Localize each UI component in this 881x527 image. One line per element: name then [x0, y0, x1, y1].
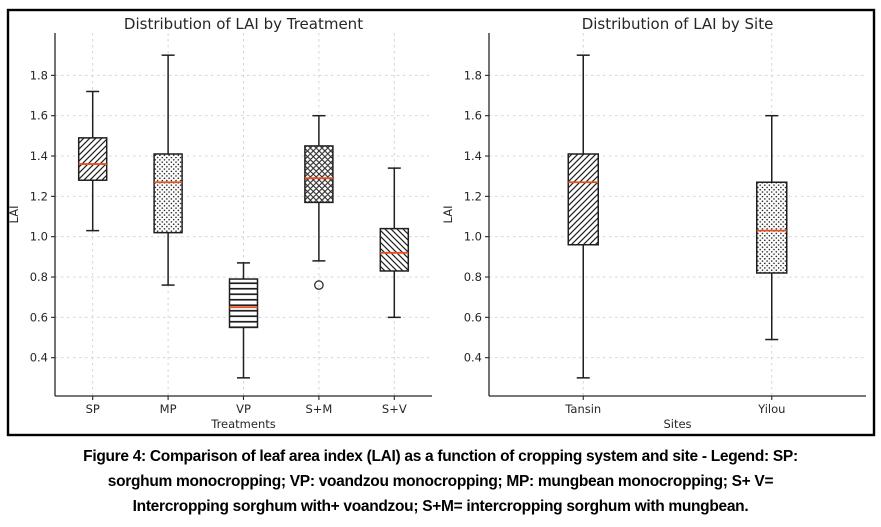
y-tick-label: 1.2	[30, 189, 48, 203]
plot-title: Distribution of LAI by Site	[582, 15, 774, 33]
caption-line-2: sorghum monocropping; VP: voandzou monoc…	[107, 473, 774, 490]
y-tick-label: 1.4	[30, 149, 48, 163]
category-label: VP	[236, 402, 251, 416]
category-label: S+V	[382, 402, 407, 416]
y-tick-label: 0.4	[464, 351, 482, 365]
y-tick-label: 1.6	[464, 109, 482, 123]
y-tick-label: 1.8	[464, 68, 482, 82]
y-tick-label: 1.4	[464, 149, 482, 163]
y-tick-label: 1.8	[30, 68, 48, 82]
y-tick-label: 0.8	[30, 270, 48, 284]
boxplot-Yilou	[756, 114, 788, 341]
lai-boxplots-figure: 0.4 0.6 0.8 1.0 1.2 1.4 1.6 1.8 SP MP VP S+M S+V Dist…	[6, 8, 876, 437]
y-tick-label: 0.6	[464, 310, 482, 324]
boxplot-Tansin	[567, 54, 599, 379]
boxplot-SP	[77, 90, 108, 232]
category-label: Yilou	[757, 402, 785, 416]
iqr-box	[756, 181, 788, 274]
y-tick-label: 1.0	[30, 230, 48, 244]
boxplot-VP	[228, 262, 259, 379]
caption-line-1: Figure 4: Comparison of leaf area index …	[83, 448, 798, 465]
site-boxplot: 0.4 0.6 0.8 1.0 1.2 1.4 1.6 1.8 Tansin Yilou Distr…	[441, 15, 866, 431]
y-tick-label: 0.4	[30, 351, 48, 365]
category-label: S+M	[305, 402, 332, 416]
boxplot-MP	[153, 54, 183, 286]
caption-line-3: Intercropping sorghum with+ voandzou; S+…	[132, 498, 749, 515]
x-axis-label: Treatments	[210, 417, 276, 431]
treatment-boxplot: 0.4 0.6 0.8 1.0 1.2 1.4 1.6 1.8 SP MP VP S+M S+V Dist…	[7, 15, 432, 431]
iqr-box	[304, 145, 334, 204]
boxplot-S+M	[304, 114, 334, 290]
boxplot-S+V	[379, 167, 410, 319]
y-tick-label: 0.6	[30, 310, 48, 324]
iqr-box	[228, 278, 259, 329]
x-axis-label: Sites	[663, 417, 691, 431]
iqr-box	[379, 227, 410, 272]
figure-caption: Figure 4: Comparison of leaf area index …	[0, 444, 881, 519]
category-label: Tansin	[564, 402, 601, 416]
y-tick-label: 1.6	[30, 109, 48, 123]
y-tick-label: 0.8	[464, 270, 482, 284]
y-axis-label: LAI	[7, 206, 21, 224]
figure-border	[6, 8, 876, 437]
y-axis-label: LAI	[441, 206, 455, 224]
iqr-box	[567, 153, 599, 246]
y-tick-label: 1.0	[464, 230, 482, 244]
plot-title: Distribution of LAI by Treatment	[124, 15, 363, 33]
outlier-point	[314, 280, 324, 290]
iqr-box	[77, 137, 108, 181]
iqr-box	[153, 153, 183, 234]
category-label: MP	[160, 402, 177, 416]
category-label: SP	[86, 402, 100, 416]
y-tick-label: 1.2	[464, 189, 482, 203]
